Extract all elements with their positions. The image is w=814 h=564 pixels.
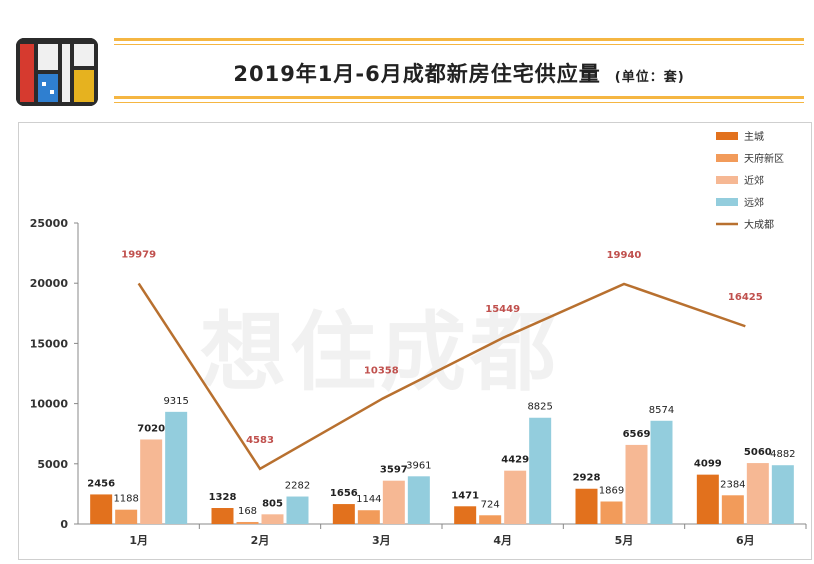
- x-tick-label: 5月: [615, 534, 634, 547]
- bar: [454, 506, 477, 524]
- bar: [504, 470, 527, 524]
- chart-frame: [18, 122, 812, 560]
- page-title: 2019年1月-6月成都新房住宅供应量: [233, 62, 601, 86]
- line-value-label: 10358: [364, 365, 399, 376]
- series-line-greater-chengdu: [137, 282, 746, 471]
- title-rule-top: [114, 38, 804, 41]
- legend-swatch: [716, 176, 738, 184]
- line-value-label: 19940: [607, 250, 642, 261]
- bar-value-label: 1328: [209, 492, 237, 503]
- bar-value-label: 2282: [285, 481, 310, 492]
- bar-value-label: 2928: [573, 473, 601, 484]
- y-tick-label: 0: [60, 518, 68, 531]
- bar-value-label: 1144: [356, 494, 381, 505]
- legend-swatch: [716, 132, 738, 140]
- bar: [771, 465, 794, 524]
- bar: [211, 508, 234, 524]
- watermark: 想住成都: [200, 303, 560, 403]
- title-rule-top-thin: [114, 44, 804, 45]
- x-tick-label: 2月: [251, 534, 270, 547]
- bar: [236, 521, 259, 524]
- bar-value-label: 8825: [527, 402, 552, 413]
- legend-swatch: [716, 198, 738, 206]
- brand-logo: [16, 38, 98, 106]
- bar-value-label: 2456: [87, 478, 115, 489]
- bar-value-label: 5060: [744, 447, 772, 458]
- x-tick-label: 4月: [493, 534, 512, 547]
- line-value-label: 15449: [485, 304, 520, 315]
- bar: [165, 411, 188, 524]
- bar-value-label: 1188: [113, 494, 138, 505]
- bar: [140, 439, 163, 524]
- legend-label: 主城: [744, 131, 764, 143]
- bar-value-label: 2384: [720, 479, 745, 490]
- bar: [575, 488, 598, 524]
- line-value-label: 19979: [121, 249, 156, 260]
- bar: [600, 501, 623, 524]
- legend-label: 天府新区: [744, 152, 784, 165]
- bar-value-label: 1656: [330, 488, 358, 499]
- bar: [286, 496, 309, 524]
- y-tick-label: 5000: [37, 458, 68, 471]
- y-tick-label: 15000: [30, 337, 69, 350]
- y-tick-label: 10000: [30, 398, 69, 411]
- bar: [650, 420, 673, 524]
- bar-value-label: 1471: [451, 490, 479, 501]
- x-tick-label: 1月: [129, 534, 148, 547]
- y-tick-label: 20000: [30, 277, 69, 290]
- bar: [357, 510, 380, 524]
- bar-value-label: 6569: [623, 429, 651, 440]
- legend-swatch: [716, 154, 738, 162]
- bar-value-label: 4099: [694, 459, 722, 470]
- bar-value-label: 7020: [137, 423, 165, 434]
- title-rule-bottom-thin: [114, 102, 804, 103]
- bar: [696, 474, 719, 524]
- bar-value-label: 8574: [649, 405, 674, 416]
- bar: [721, 495, 744, 524]
- bar-value-label: 805: [262, 498, 283, 509]
- page-title-block: 2019年1月-6月成都新房住宅供应量 (单位：套): [114, 58, 804, 88]
- bar: [479, 515, 502, 524]
- y-tick-label: 25000: [30, 217, 69, 230]
- unit-label: (单位：套): [614, 70, 685, 85]
- legend-label: 远郊: [744, 196, 764, 209]
- bar: [90, 494, 113, 524]
- bar-value-label: 4429: [501, 455, 529, 466]
- bar-value-label: 724: [481, 499, 500, 510]
- line-value-label: 4583: [246, 435, 274, 446]
- legend-label: 大成都: [744, 218, 774, 231]
- bar: [115, 509, 138, 524]
- bar: [332, 504, 355, 524]
- bar: [261, 514, 284, 524]
- bar-value-label: 168: [238, 506, 257, 517]
- bar-value-label: 1869: [599, 485, 624, 496]
- bar: [625, 444, 648, 524]
- bar-value-label: 9315: [163, 396, 188, 407]
- x-tick-label: 3月: [372, 534, 391, 547]
- bar-value-label: 3597: [380, 465, 408, 476]
- x-tick-label: 6月: [736, 534, 755, 547]
- bar: [746, 463, 769, 524]
- title-rule-bottom: [114, 96, 804, 99]
- bar: [407, 476, 430, 524]
- bar-value-label: 4882: [770, 449, 795, 460]
- bar-value-label: 3961: [406, 460, 431, 471]
- line-value-label: 16425: [728, 292, 763, 303]
- bar: [382, 480, 405, 524]
- bar: [529, 417, 552, 524]
- legend-label: 近郊: [744, 174, 764, 187]
